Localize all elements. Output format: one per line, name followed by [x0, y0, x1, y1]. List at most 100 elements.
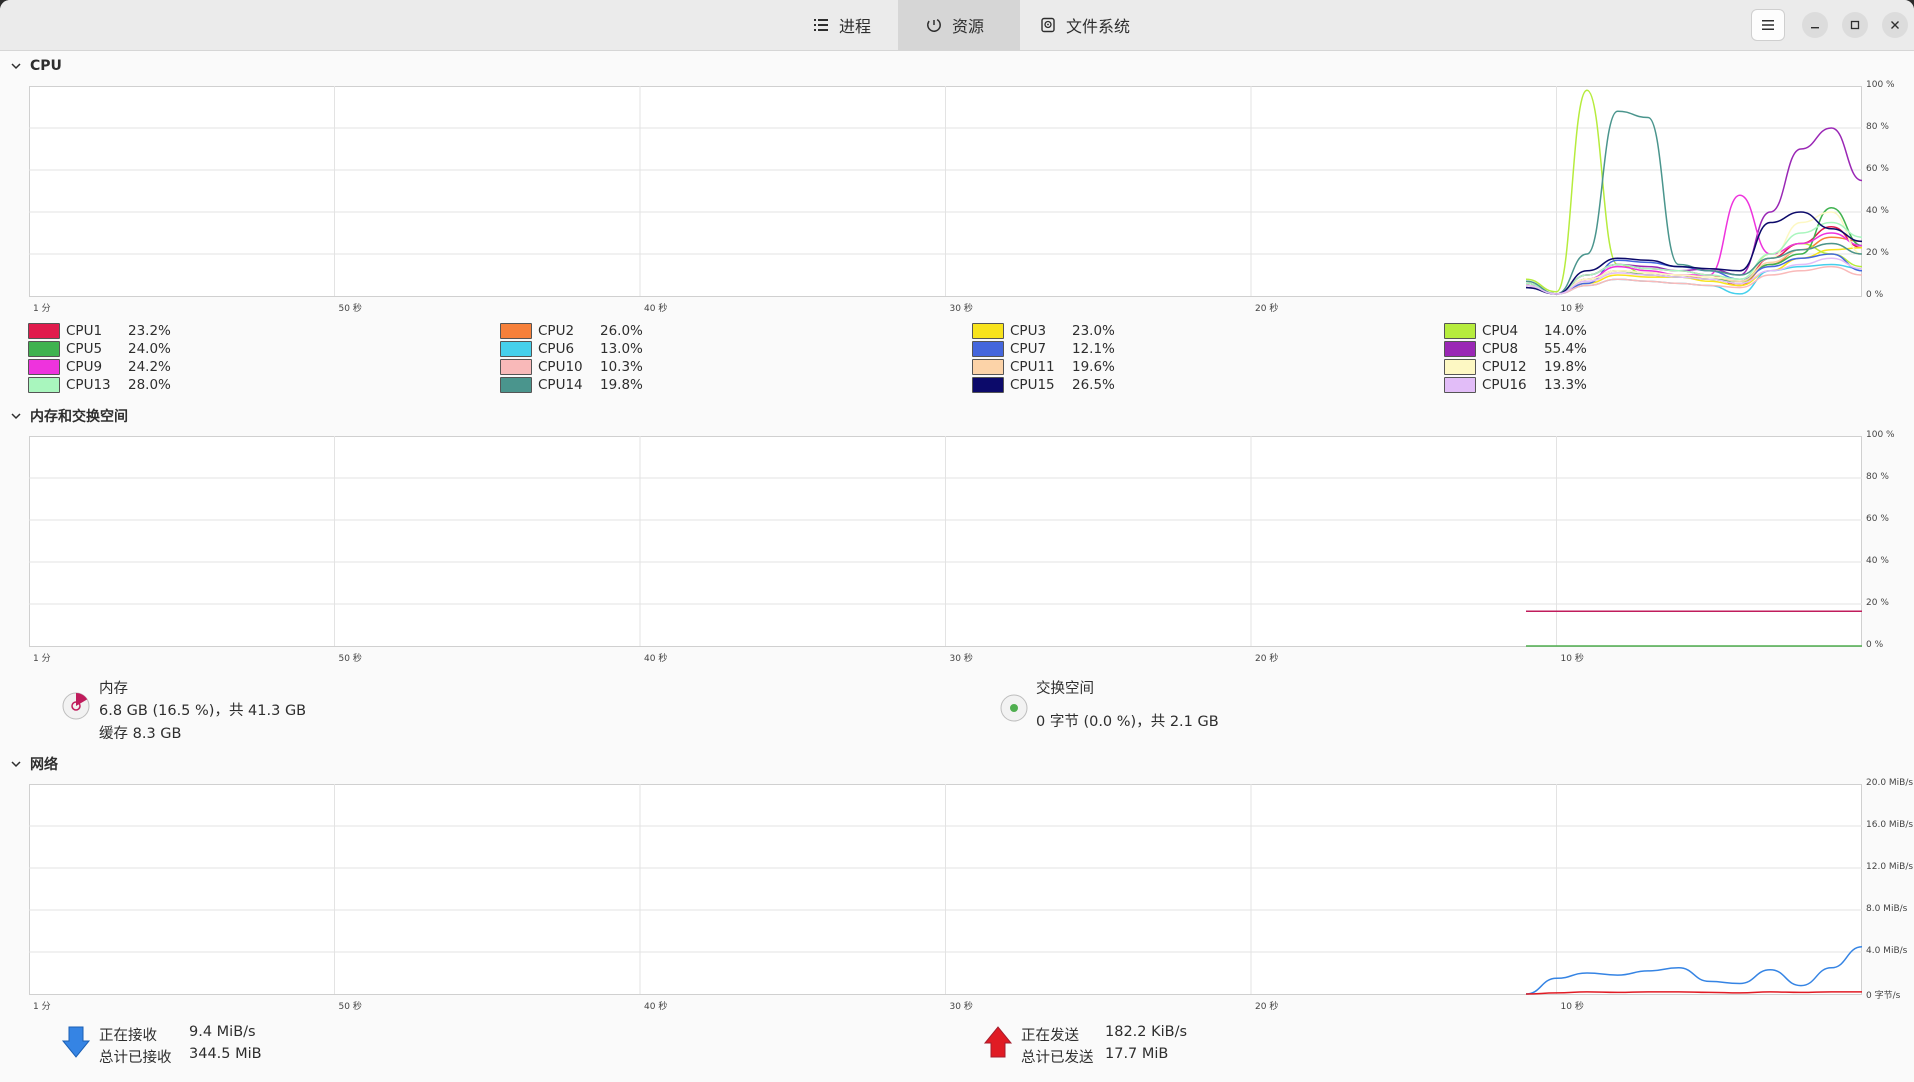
cpu-legend-item[interactable]: CPU10 10.3% — [500, 358, 660, 376]
cpu-name: CPU2 — [538, 323, 575, 339]
close-button[interactable] — [1882, 12, 1908, 38]
cpu-legend-item[interactable]: CPU3 23.0% — [972, 322, 1132, 340]
cpu-name: CPU4 — [1482, 323, 1519, 339]
cpu-name: CPU7 — [1010, 341, 1047, 357]
cpu-usage-value: 23.0% — [1072, 323, 1115, 339]
minimize-button[interactable] — [1802, 12, 1828, 38]
sending-value: 182.2 KiB/s — [1105, 1024, 1188, 1040]
cpu-legend-item[interactable]: CPU2 26.0% — [500, 322, 660, 340]
x-tick-label: 20 秒 — [1255, 654, 1279, 664]
color-swatch[interactable] — [1444, 323, 1476, 339]
x-tick-label: 1 分 — [33, 654, 51, 664]
color-swatch[interactable] — [1444, 377, 1476, 393]
memory-section-header[interactable]: 内存和交换空间 — [10, 406, 128, 426]
cpu-legend-item[interactable]: CPU13 28.0% — [28, 376, 188, 394]
cpu-series-line-10 — [1525, 265, 1863, 295]
cpu-name: CPU3 — [1010, 323, 1047, 339]
x-tick-label: 10 秒 — [1560, 654, 1584, 664]
network-section-header[interactable]: 网络 — [10, 754, 58, 774]
x-tick-label: 10 秒 — [1560, 304, 1584, 314]
memory-pie-icon — [62, 692, 90, 720]
cpu-usage-value: 26.0% — [600, 323, 643, 339]
cpu-legend-item[interactable]: CPU6 13.0% — [500, 340, 660, 358]
main-menu-button[interactable] — [1751, 9, 1785, 41]
color-swatch[interactable] — [28, 341, 60, 357]
cpu-name: CPU12 — [1482, 359, 1527, 375]
color-swatch[interactable] — [28, 323, 60, 339]
section-title: 网络 — [30, 757, 58, 773]
cpu-series-line-7 — [1525, 253, 1863, 295]
x-tick-label: 20 秒 — [1255, 304, 1279, 314]
memory-usage: 6.8 GB (16.5 %)，共 41.3 GB — [99, 703, 307, 719]
x-tick-label: 40 秒 — [644, 1002, 668, 1012]
download-arrow-icon — [61, 1026, 91, 1058]
swap-label: 交换空间 — [1036, 681, 1094, 697]
tab-label: 资源 — [952, 17, 985, 36]
cpu-usage-value: 19.8% — [600, 377, 643, 393]
tab-processes[interactable]: 进程 — [785, 0, 899, 50]
cpu-legend-item[interactable]: CPU7 12.1% — [972, 340, 1132, 358]
cpu-legend-item[interactable]: CPU4 14.0% — [1444, 322, 1604, 340]
y-tick-label: 20 % — [1866, 598, 1889, 608]
cpu-legend-item[interactable]: CPU11 19.6% — [972, 358, 1132, 376]
y-tick-label: 60 % — [1866, 164, 1889, 174]
color-swatch[interactable] — [28, 359, 60, 375]
color-swatch[interactable] — [500, 377, 532, 393]
cpu-usage-value: 14.0% — [1544, 323, 1587, 339]
tab-file-systems[interactable]: 文件系统 — [1012, 0, 1158, 50]
y-tick-label: 100 % — [1866, 430, 1895, 440]
tab-resources[interactable]: 资源 — [898, 0, 1020, 50]
x-tick-label: 40 秒 — [644, 654, 668, 664]
color-swatch[interactable] — [1444, 359, 1476, 375]
x-tick-label: 50 秒 — [338, 304, 362, 314]
color-swatch[interactable] — [972, 341, 1004, 357]
y-tick-label: 0 % — [1866, 640, 1884, 650]
cpu-legend-item[interactable]: CPU12 19.8% — [1444, 358, 1604, 376]
cpu-name: CPU10 — [538, 359, 583, 375]
x-tick-label: 30 秒 — [949, 304, 973, 314]
cpu-legend-item[interactable]: CPU16 13.3% — [1444, 376, 1604, 394]
cpu-legend-item[interactable]: CPU1 23.2% — [28, 322, 188, 340]
cpu-usage-value: 19.8% — [1544, 359, 1587, 375]
memory-history-graph: 100 % 80 % 60 % 40 % 20 % 0 % 1 分 50 秒 40 秒 30 秒 2… — [29, 430, 1895, 672]
close-icon — [1891, 21, 1899, 29]
cpu-legend-item[interactable]: CPU5 24.0% — [28, 340, 188, 358]
color-swatch[interactable] — [28, 377, 60, 393]
cpu-legend-item[interactable]: CPU8 55.4% — [1444, 340, 1604, 358]
upload-arrow-icon — [983, 1026, 1013, 1058]
cpu-section-header[interactable]: CPU — [10, 58, 62, 74]
y-tick-label: 20 % — [1866, 248, 1889, 258]
cpu-name: CPU15 — [1010, 377, 1055, 393]
cpu-legend-item[interactable]: CPU14 19.8% — [500, 376, 660, 394]
tab-label: 进程 — [839, 17, 872, 36]
y-tick-label: 80 % — [1866, 122, 1889, 132]
color-swatch[interactable] — [1444, 341, 1476, 357]
total-received-value: 344.5 MiB — [189, 1046, 262, 1062]
cpu-usage-value: 12.1% — [1072, 341, 1115, 357]
maximize-button[interactable] — [1842, 12, 1868, 38]
network-plot — [29, 784, 1863, 995]
x-tick-label: 30 秒 — [949, 654, 973, 664]
color-swatch[interactable] — [500, 341, 532, 357]
x-tick-label: 10 秒 — [1560, 1002, 1584, 1012]
cpu-usage-value: 26.5% — [1072, 377, 1115, 393]
receiving-value: 9.4 MiB/s — [189, 1024, 256, 1040]
x-tick-label: 20 秒 — [1255, 1002, 1279, 1012]
x-tick-label: 1 分 — [33, 1002, 51, 1012]
memory-label: 内存 — [99, 681, 128, 697]
color-swatch[interactable] — [972, 377, 1004, 393]
cpu-legend-item[interactable]: CPU9 24.2% — [28, 358, 188, 376]
cpu-usage-value: 10.3% — [600, 359, 643, 375]
tab-label: 文件系统 — [1066, 17, 1131, 36]
cpu-usage-value: 24.2% — [128, 359, 171, 375]
y-tick-label: 12.0 MiB/s — [1866, 862, 1914, 872]
color-swatch[interactable] — [972, 359, 1004, 375]
cpu-legend-item[interactable]: CPU15 26.5% — [972, 376, 1132, 394]
color-swatch[interactable] — [500, 323, 532, 339]
minimize-icon — [1811, 27, 1819, 29]
x-tick-label: 50 秒 — [338, 1002, 362, 1012]
color-swatch[interactable] — [972, 323, 1004, 339]
y-tick-label: 0 字节/s — [1866, 991, 1901, 1001]
color-swatch[interactable] — [500, 359, 532, 375]
